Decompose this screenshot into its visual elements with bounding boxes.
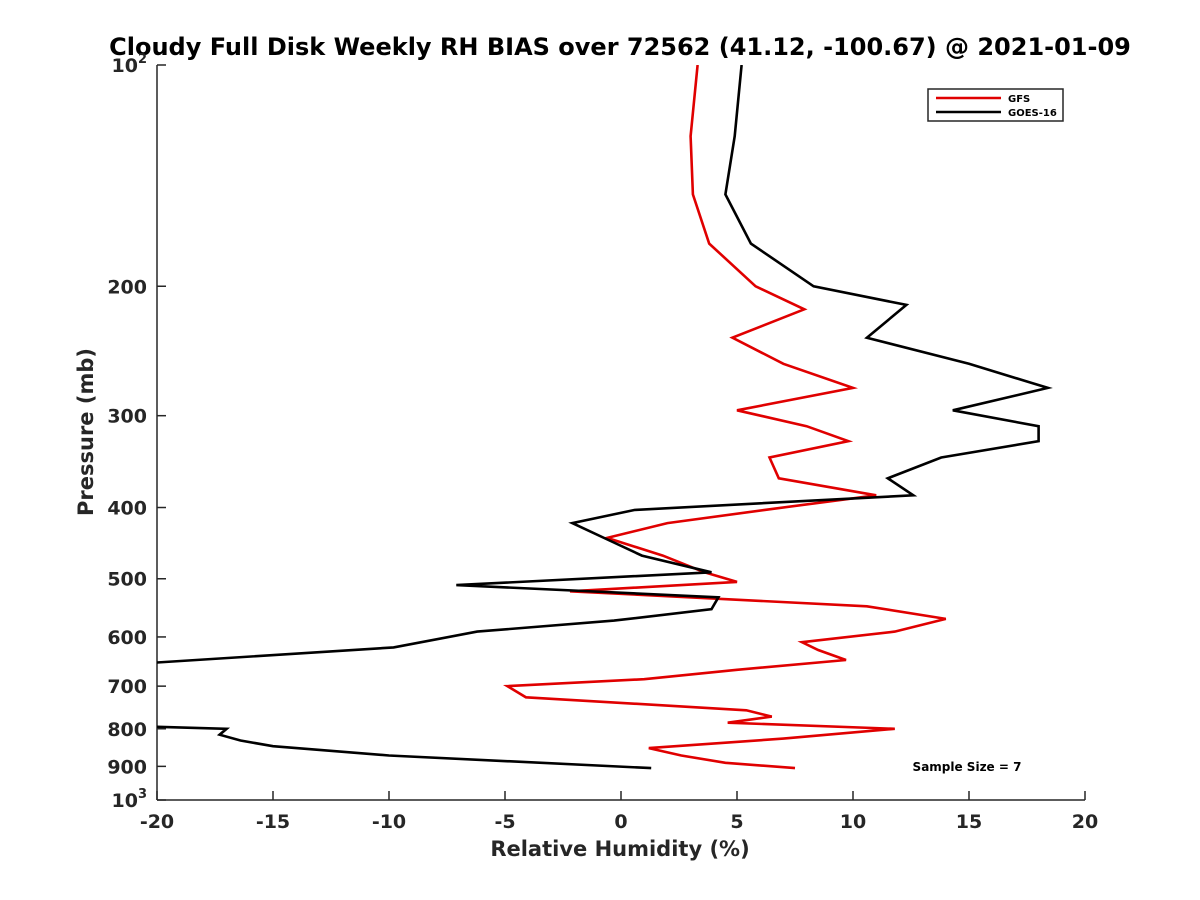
x-tick-label: 20 (1072, 811, 1098, 833)
y-tick-label: 500 (107, 569, 147, 591)
x-tick-label: 0 (614, 811, 627, 833)
y-tick-label: 200 (107, 276, 147, 298)
legend-box (927, 88, 1064, 122)
x-axis-ticks: -20 -15 -10 -5 0 5 10 15 20 (140, 791, 1098, 833)
x-tick-label: 5 (730, 811, 743, 833)
y-tick-label: 600 (107, 627, 147, 649)
legend-label: GFS (1008, 94, 1030, 105)
x-tick-label: 15 (956, 811, 982, 833)
y-tick-label: 103 (112, 787, 148, 812)
sample-size-annotation: Sample Size = 7 (913, 760, 1022, 774)
y-tick-label: 102 (112, 52, 148, 77)
series-line-goes-16-1 (157, 65, 1053, 664)
y-tick-label: 400 (107, 498, 147, 520)
x-axis-label: Relative Humidity (%) (490, 837, 749, 861)
y-tick-label: 800 (107, 719, 147, 741)
y-tick-label: 700 (107, 676, 147, 698)
x-tick-label: -15 (256, 811, 290, 833)
chart-title: Cloudy Full Disk Weekly RH BIAS over 725… (109, 33, 1131, 61)
y-axis-label: Pressure (mb) (74, 348, 98, 516)
series-line-goes-16-2 (157, 725, 652, 770)
legend: GFS GOES-16 (927, 88, 1064, 122)
y-tick-label: 900 (107, 756, 147, 778)
x-tick-label: -20 (140, 811, 174, 833)
y-tick-label: 300 (107, 406, 147, 428)
x-tick-label: 10 (840, 811, 866, 833)
plot-axes (156, 65, 1085, 801)
legend-label: GOES-16 (1008, 108, 1057, 119)
series-line-gfs-0 (502, 65, 947, 770)
data-series (157, 65, 1053, 770)
x-tick-label: -5 (494, 811, 515, 833)
y-axis-ticks: 102 200 300 400 500 600 700 800 900 103 (107, 52, 166, 812)
x-tick-label: -10 (372, 811, 406, 833)
